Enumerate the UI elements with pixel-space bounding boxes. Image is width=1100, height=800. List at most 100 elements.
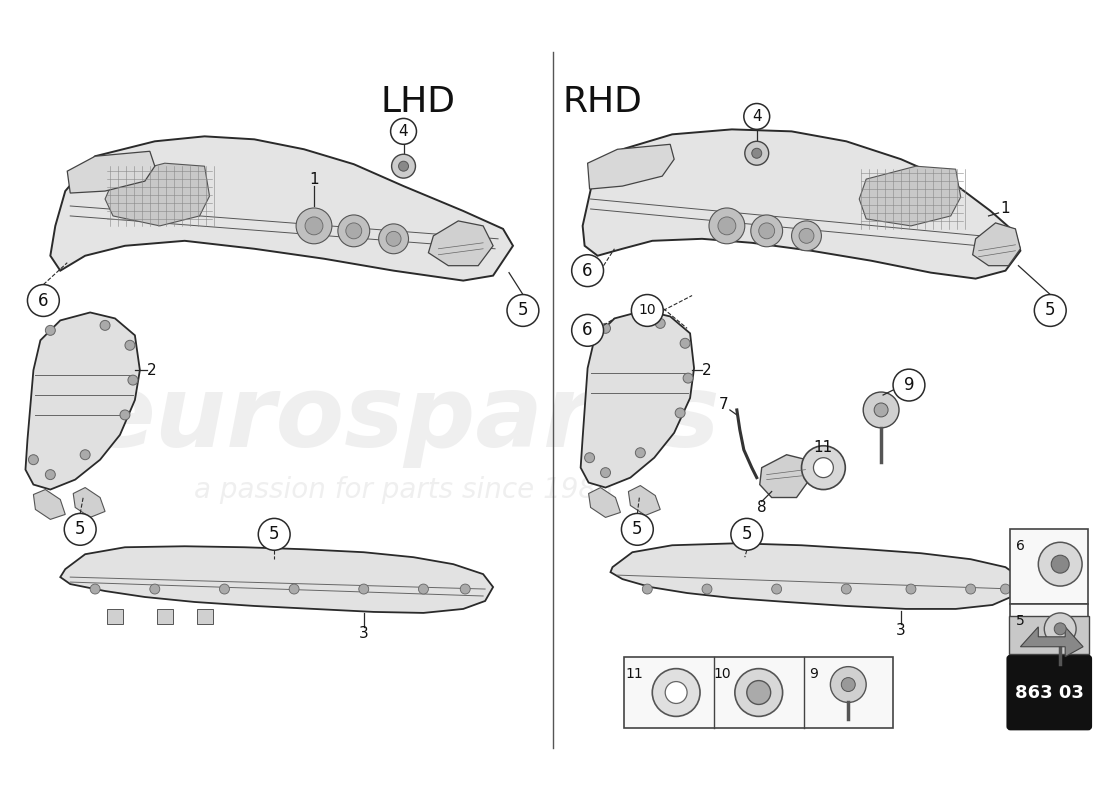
Text: 5: 5 (632, 520, 642, 538)
Circle shape (745, 142, 769, 165)
Circle shape (1052, 555, 1069, 573)
Polygon shape (588, 487, 620, 518)
Circle shape (842, 584, 851, 594)
Circle shape (120, 410, 130, 420)
Bar (1011, 604, 1088, 678)
Polygon shape (581, 310, 694, 487)
Circle shape (702, 584, 712, 594)
Text: 11: 11 (626, 666, 644, 681)
Circle shape (460, 584, 470, 594)
Circle shape (572, 314, 604, 346)
Circle shape (1001, 584, 1011, 594)
Circle shape (864, 392, 899, 428)
Text: 9: 9 (904, 376, 914, 394)
Polygon shape (583, 130, 1021, 278)
Circle shape (874, 403, 888, 417)
Polygon shape (587, 144, 674, 189)
Circle shape (90, 584, 100, 594)
Text: 6: 6 (582, 322, 593, 339)
Bar (625, 657, 893, 728)
Circle shape (718, 217, 736, 235)
Polygon shape (51, 136, 513, 281)
Polygon shape (859, 166, 960, 226)
Circle shape (80, 450, 90, 460)
Circle shape (751, 148, 761, 158)
Text: 11: 11 (814, 440, 833, 454)
Circle shape (744, 103, 770, 130)
Circle shape (636, 448, 646, 458)
Circle shape (296, 208, 332, 244)
Text: eurospares: eurospares (87, 371, 719, 468)
Polygon shape (60, 546, 493, 613)
Circle shape (710, 208, 745, 244)
Circle shape (966, 584, 976, 594)
Text: 8: 8 (757, 500, 767, 515)
Text: 1: 1 (1001, 202, 1010, 217)
Circle shape (730, 518, 762, 550)
Circle shape (345, 223, 362, 239)
Circle shape (150, 584, 160, 594)
Text: a passion for parts since 1985: a passion for parts since 1985 (194, 475, 614, 503)
Text: 2: 2 (702, 362, 712, 378)
Circle shape (680, 338, 690, 348)
Circle shape (359, 584, 369, 594)
Circle shape (28, 285, 59, 317)
Text: 5: 5 (518, 302, 528, 319)
Circle shape (772, 584, 782, 594)
Circle shape (1054, 623, 1066, 635)
Polygon shape (74, 487, 106, 518)
Circle shape (507, 294, 539, 326)
Circle shape (799, 228, 814, 243)
Circle shape (572, 254, 604, 286)
Circle shape (100, 321, 110, 330)
Text: LHD: LHD (381, 85, 456, 118)
Polygon shape (107, 609, 123, 624)
Polygon shape (33, 490, 65, 519)
Text: 9: 9 (808, 666, 818, 681)
Text: 6: 6 (1016, 539, 1025, 554)
Circle shape (338, 215, 370, 246)
Polygon shape (1021, 627, 1084, 657)
Circle shape (386, 231, 402, 246)
Circle shape (378, 224, 408, 254)
Circle shape (842, 678, 855, 691)
Polygon shape (106, 163, 209, 226)
Circle shape (621, 514, 653, 546)
Circle shape (1034, 294, 1066, 326)
Polygon shape (157, 609, 173, 624)
Circle shape (305, 217, 323, 235)
Polygon shape (67, 151, 155, 193)
Text: 10: 10 (713, 666, 730, 681)
Circle shape (683, 373, 693, 383)
Text: 6: 6 (582, 262, 593, 280)
Circle shape (830, 666, 866, 702)
Circle shape (45, 470, 55, 479)
Circle shape (418, 584, 428, 594)
Text: 5: 5 (1016, 614, 1025, 628)
Circle shape (751, 215, 782, 246)
Circle shape (64, 514, 96, 546)
Circle shape (666, 682, 688, 703)
Text: 4: 4 (752, 109, 761, 124)
Text: 5: 5 (268, 526, 279, 543)
Circle shape (642, 584, 652, 594)
Circle shape (584, 453, 595, 462)
Text: 5: 5 (1045, 302, 1056, 319)
Circle shape (735, 669, 782, 716)
Polygon shape (628, 486, 660, 515)
Circle shape (29, 454, 38, 465)
Circle shape (906, 584, 916, 594)
Circle shape (601, 468, 610, 478)
Text: 10: 10 (638, 303, 656, 318)
Text: 5: 5 (75, 520, 86, 538)
Text: 1: 1 (309, 172, 319, 186)
Polygon shape (610, 543, 1022, 609)
Polygon shape (972, 223, 1021, 266)
Text: 6: 6 (39, 291, 48, 310)
Circle shape (45, 326, 55, 335)
Text: 3: 3 (896, 623, 906, 638)
Text: 4: 4 (398, 124, 408, 139)
Polygon shape (25, 313, 140, 490)
Circle shape (1044, 613, 1076, 645)
Circle shape (656, 318, 666, 328)
